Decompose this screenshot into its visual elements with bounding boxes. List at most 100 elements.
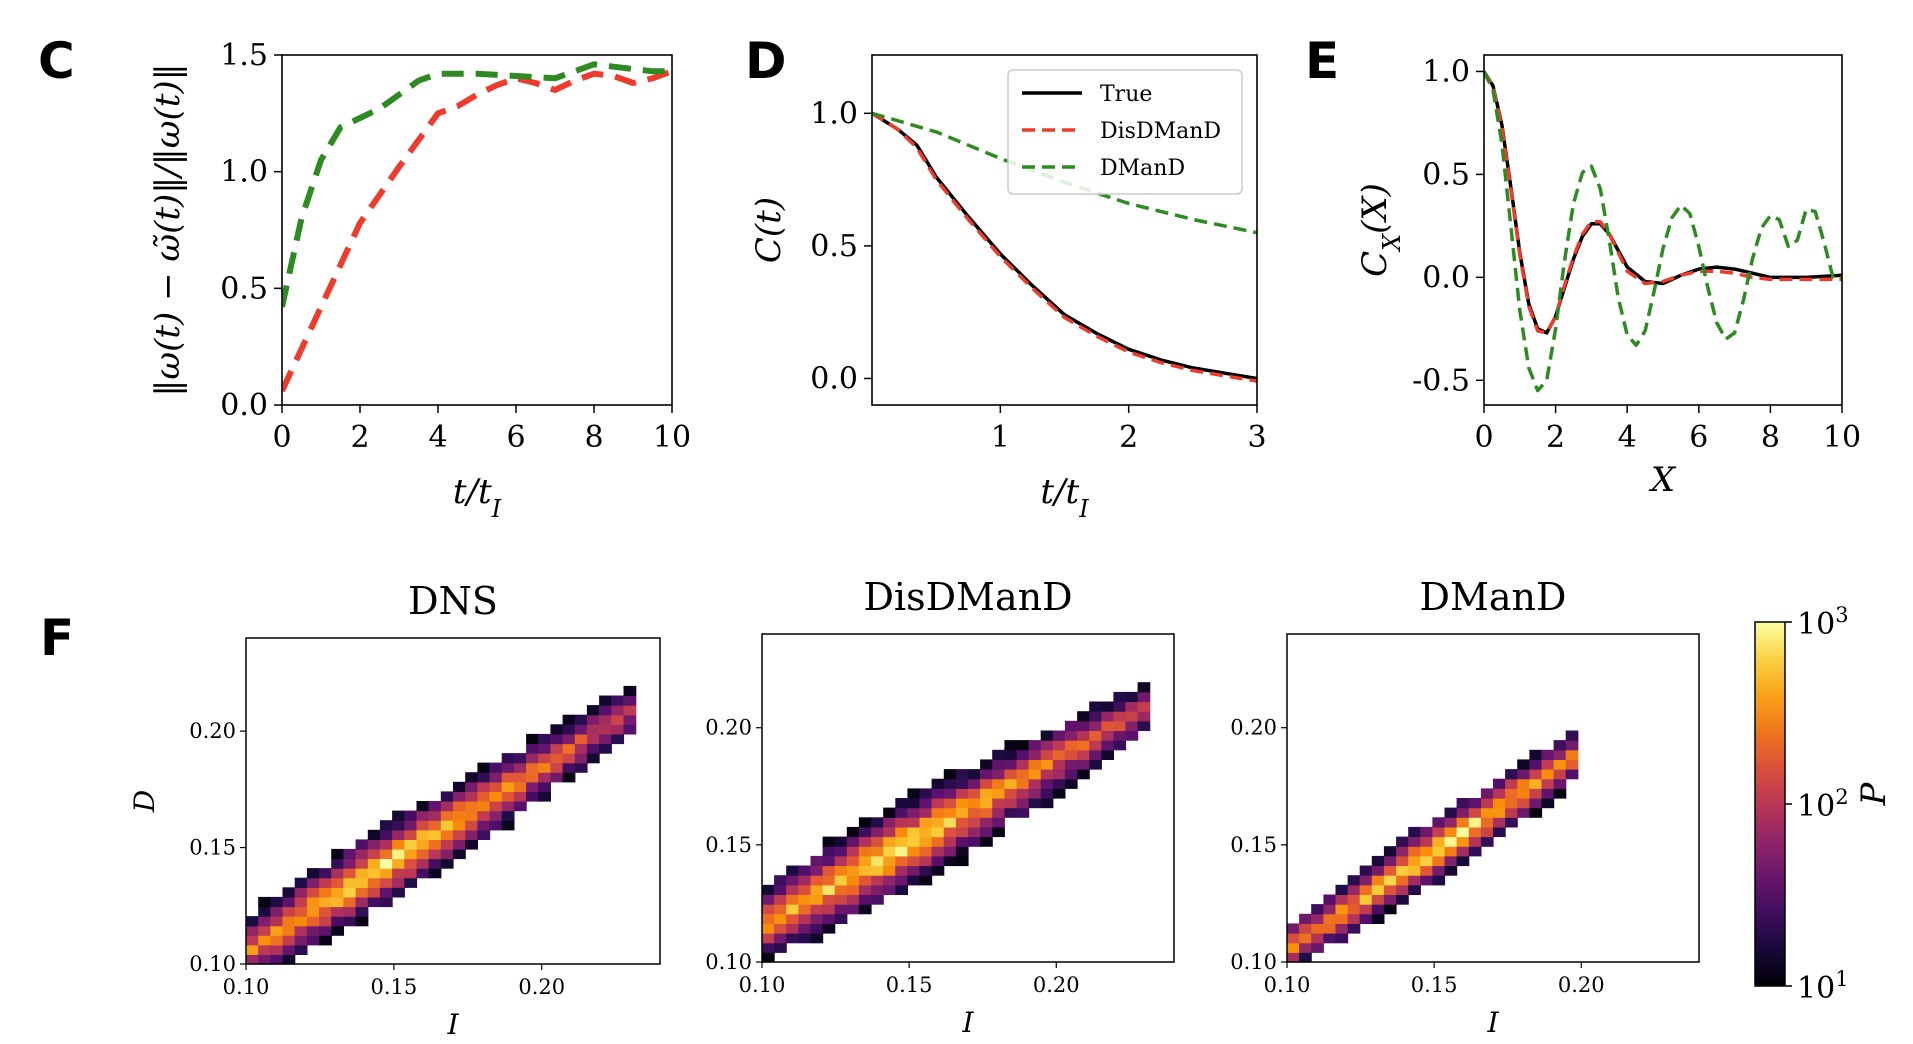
heatmap-cell xyxy=(623,705,637,716)
heatmap-cell xyxy=(1444,846,1458,857)
heatmap-cell xyxy=(943,798,957,809)
heatmap-cell xyxy=(246,935,259,946)
heatmap-cell xyxy=(774,904,787,915)
heatmap-cell xyxy=(1311,913,1324,924)
heatmap-cell xyxy=(319,896,332,908)
heatmap-cell xyxy=(762,913,775,924)
heatmap-cell xyxy=(1028,749,1042,760)
x-axis-label: I xyxy=(961,1006,974,1039)
heatmap-cell xyxy=(895,798,908,809)
x-axis-label: t/tI xyxy=(1040,472,1089,523)
heatmap-cell xyxy=(319,868,332,879)
heatmap-cell xyxy=(834,894,848,905)
heatmap-cell xyxy=(762,952,775,963)
heatmap-cell xyxy=(440,801,454,812)
heatmap-cell xyxy=(331,868,344,879)
heatmap-cell xyxy=(1408,826,1421,838)
heatmap-cell xyxy=(1444,865,1458,876)
heatmap-cell xyxy=(586,753,600,764)
heatmap-cell xyxy=(955,807,969,818)
heatmap-cell xyxy=(834,884,848,895)
heatmap-cell xyxy=(871,836,884,847)
heatmap-cell xyxy=(465,829,478,840)
y-tick-label: 0.0 xyxy=(220,388,268,423)
plot-frame xyxy=(1483,54,1843,406)
chart-e: 0 2 4 6 8 10 -0.5 0.0 0.5 1.0 X CX(X) xyxy=(1355,54,1861,500)
heatmap-cell xyxy=(1077,720,1090,731)
heatmap-cell xyxy=(355,858,369,869)
heatmap-cell xyxy=(1016,749,1030,760)
heatmap-cell xyxy=(343,916,357,927)
heatmap-cell xyxy=(871,884,884,895)
heatmap-cell xyxy=(1420,865,1433,876)
heatmap-cell xyxy=(1444,855,1458,867)
heatmap-cell xyxy=(1113,730,1127,741)
heatmap-cell xyxy=(1505,788,1518,799)
heatmap-cell xyxy=(379,896,393,908)
heatmap-cell xyxy=(810,865,824,876)
heatmap-cell xyxy=(1040,759,1054,770)
heatmap-cell xyxy=(1064,730,1078,741)
heatmap-cell xyxy=(1311,904,1324,915)
heatmap-cell xyxy=(883,865,896,876)
heatmap-cell xyxy=(282,916,296,927)
heatmap-cell xyxy=(550,733,564,745)
heatmap-cell xyxy=(562,724,576,735)
heatmap-cell xyxy=(1456,807,1470,818)
y-axis-label: CX(X) xyxy=(1355,183,1406,277)
heatmap-cell xyxy=(501,772,515,783)
y-tick-label: 0.0 xyxy=(810,361,858,396)
heatmap-cell xyxy=(574,733,588,745)
heatmap-cell xyxy=(858,865,872,876)
heatmap-cell xyxy=(1444,836,1458,847)
heatmap-cell xyxy=(270,944,284,955)
heatmap-cell xyxy=(931,778,945,789)
heatmap-cell xyxy=(1089,749,1102,760)
heatmap-cell xyxy=(1113,740,1127,751)
heatmap-cell xyxy=(810,884,824,895)
heatmap-cell xyxy=(1064,740,1078,751)
heatmap-cell xyxy=(1089,730,1102,741)
heatmap-cell xyxy=(343,906,357,917)
heatmap-cell xyxy=(1529,769,1543,780)
heatmap-cell xyxy=(992,749,1005,760)
heatmap-cell xyxy=(258,935,271,946)
y-tick-label: 0.5 xyxy=(220,271,268,306)
heatmap-cell xyxy=(1420,875,1433,886)
heatmap-cell xyxy=(440,839,454,850)
panel-label-c: C xyxy=(38,32,75,90)
heatmap-cell xyxy=(379,820,393,831)
heatmap-cell xyxy=(440,810,454,821)
heatmap-cell xyxy=(992,807,1005,818)
heatmap-cell xyxy=(1553,740,1567,751)
x-tick-label: 0.20 xyxy=(518,975,565,999)
heatmap-cell xyxy=(513,801,527,812)
heatmap-title-dmand: DManD xyxy=(1420,575,1567,619)
heatmap-cell xyxy=(846,836,860,847)
y-tick-label: 0.10 xyxy=(705,950,752,974)
heatmap-cell xyxy=(1004,807,1018,818)
heatmap-cell xyxy=(1323,894,1337,905)
heatmap-cell xyxy=(379,839,393,850)
heatmap-cell xyxy=(1299,933,1312,944)
heatmap-cell xyxy=(1396,865,1409,876)
heatmap-cell xyxy=(513,791,527,802)
heatmap-cell xyxy=(1456,826,1470,838)
heatmap-cell xyxy=(453,820,466,831)
heatmap-cell xyxy=(822,894,836,905)
heatmap-cell xyxy=(477,810,491,821)
heatmap-cell xyxy=(919,788,933,799)
heatmap-cell xyxy=(367,887,381,898)
heatmap-cell xyxy=(623,724,637,735)
heatmap-cell xyxy=(1371,884,1385,895)
heatmap-cell xyxy=(404,848,418,860)
x-tick-label: 0.15 xyxy=(1411,973,1458,997)
heatmap-cell xyxy=(1383,846,1397,857)
heatmap-cell xyxy=(319,935,332,946)
heatmap-cell xyxy=(919,865,933,876)
heatmap-cell xyxy=(1396,875,1409,886)
heatmap-cell xyxy=(1565,749,1579,760)
y-tick-label: 1.0 xyxy=(810,96,858,131)
heatmap-cell xyxy=(465,839,478,850)
heatmap-cell xyxy=(1383,884,1397,895)
